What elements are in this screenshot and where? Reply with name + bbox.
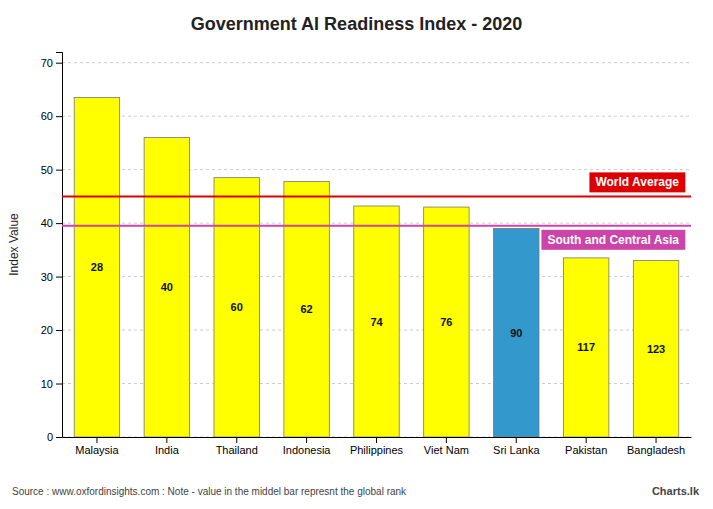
annotation-box (589, 172, 685, 192)
x-tick-label: Pakistan (565, 444, 607, 456)
y-tick: 0 (47, 431, 62, 443)
y-tick-label: 10 (41, 378, 53, 390)
y-axis-title: Index Value (7, 213, 21, 276)
y-tick-mark (56, 170, 62, 171)
annotation-label: World Average (595, 175, 679, 189)
y-tick-mark (56, 223, 62, 224)
y-axis-line (56, 53, 63, 438)
x-tick-mark (656, 437, 657, 443)
rank-label: 90 (510, 327, 522, 339)
bar (494, 228, 539, 437)
y-tick: 50 (41, 164, 62, 176)
bar (284, 181, 329, 437)
x-tick-label: Malaysia (75, 444, 119, 456)
x-tick-label: India (155, 444, 180, 456)
y-tick: 10 (41, 378, 62, 390)
annotations: World Average South and Central Asia (541, 172, 685, 249)
x-tick-label: Philippines (350, 444, 404, 456)
rank-label: 74 (370, 316, 383, 328)
x-tick: Malaysia (75, 437, 119, 456)
y-tick: 20 (41, 324, 62, 336)
rank-label: 28 (91, 261, 103, 273)
y-tick-mark (56, 116, 62, 117)
y-tick-mark (56, 384, 62, 385)
x-tick: Indonesia (283, 437, 332, 456)
x-tick: Pakistan (565, 437, 607, 456)
y-tick-mark (56, 63, 62, 64)
bar (563, 258, 608, 437)
annotation-label: South and Central Asia (547, 233, 679, 247)
reference-line (62, 195, 691, 197)
y-tick-mark (56, 277, 62, 278)
x-tick-label: Indonesia (283, 444, 332, 456)
bar (214, 178, 259, 437)
y-tick-label: 70 (41, 57, 53, 69)
x-tick-label: Bangladesh (627, 444, 685, 456)
y-tick-label: 50 (41, 164, 53, 176)
x-tick-mark (516, 437, 517, 443)
x-tick-mark (306, 437, 307, 443)
y-tick-label: 20 (41, 324, 53, 336)
rank-labels: 28 40 60 62 74 76 90 117 123 (91, 261, 665, 355)
grid (62, 63, 691, 437)
bar (424, 207, 469, 437)
bar (144, 138, 189, 437)
y-tick-mark (56, 330, 62, 331)
y-tick-label: 60 (41, 110, 53, 122)
bar (354, 206, 399, 437)
x-tick-mark (586, 437, 587, 443)
y-tick: 70 (41, 57, 62, 69)
x-tick: Thailand (216, 437, 258, 456)
y-tick-mark (56, 437, 62, 438)
credit: Charts.lk (652, 485, 700, 497)
x-tick: Viet Nam (424, 437, 469, 456)
x-tick-label: Thailand (216, 444, 258, 456)
x-tick-mark (236, 437, 237, 443)
rank-label: 76 (440, 316, 452, 328)
y-tick: 40 (41, 217, 62, 229)
annotation: South and Central Asia (541, 230, 685, 250)
x-tick: India (155, 437, 180, 456)
x-tick-mark (166, 437, 167, 443)
title: Government AI Readiness Index - 2020 (191, 14, 522, 34)
x-tick-mark (376, 437, 377, 443)
y-tick-label: 30 (41, 271, 53, 283)
x-tick: Philippines (350, 437, 404, 456)
y-tick-label: 0 (47, 431, 53, 443)
rank-label: 62 (300, 303, 312, 315)
marks (62, 97, 691, 437)
reference-line (62, 225, 691, 227)
source: Source : www.oxfordinsights.com : Note -… (12, 486, 407, 497)
x-axis: Malaysia India Thailand Indonesia Philippine… (63, 437, 692, 456)
annotation: World Average (589, 172, 685, 192)
y-tick-label: 40 (41, 217, 53, 229)
x-tick-label: Sri Lanka (493, 444, 540, 456)
plot-area: 0 10 20 30 40 50 60 70 Malaysia India Thailand Indo… (41, 53, 692, 456)
rank-label: 123 (647, 343, 665, 355)
grid-line (62, 116, 691, 117)
annotation-box (541, 230, 685, 250)
x-tick: Sri Lanka (493, 437, 540, 456)
x-tick-mark (96, 437, 97, 443)
rank-label: 117 (577, 341, 595, 353)
bar (74, 97, 119, 437)
chart: Government AI Readiness Index - 2020 0 10 2… (0, 0, 713, 509)
rank-label: 40 (161, 281, 173, 293)
x-tick: Bangladesh (627, 437, 685, 456)
grid-line (62, 62, 691, 63)
rank-label: 60 (231, 301, 243, 313)
bar (633, 261, 678, 437)
x-tick-label: Viet Nam (424, 444, 469, 456)
y-axis: 0 10 20 30 40 50 60 70 (41, 53, 63, 444)
x-tick-mark (446, 437, 447, 443)
y-tick: 60 (41, 110, 62, 122)
y-tick: 30 (41, 271, 62, 283)
